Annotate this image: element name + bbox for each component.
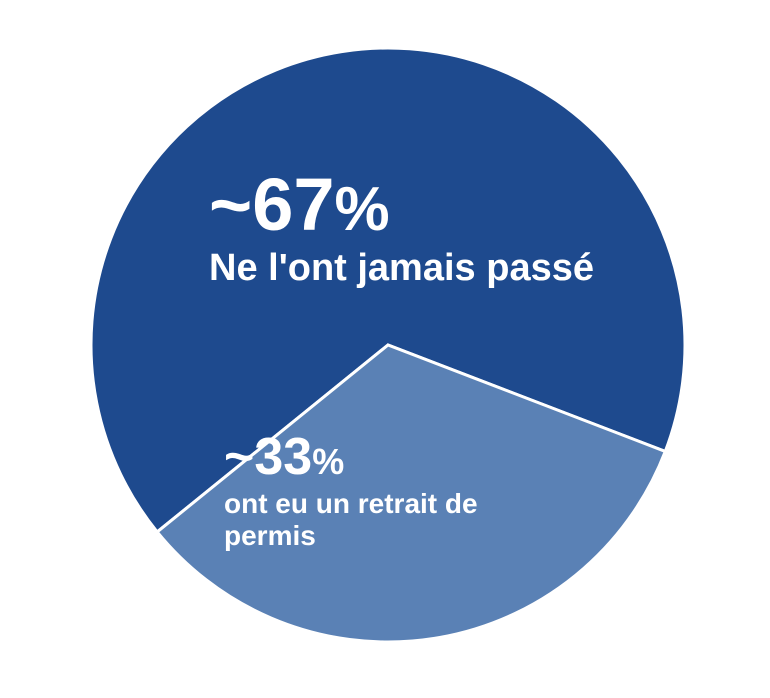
slice-percent: ~67%	[209, 162, 594, 247]
slice-percent-unit: %	[312, 441, 344, 482]
slice-percent: ~33%	[224, 428, 524, 488]
slice-percent-unit: %	[335, 175, 390, 244]
slice-description: Ne l'ont jamais passé	[209, 247, 594, 291]
pie-chart-stage: ~67% Ne l'ont jamais passé ~33% ont eu u…	[0, 0, 770, 698]
slice-percent-value: ~67	[209, 163, 335, 246]
slice-label-license-revoked: ~33% ont eu un retrait de permis	[224, 428, 524, 552]
pie-chart-svg	[0, 0, 770, 698]
slice-description: ont eu un retrait de permis	[224, 488, 524, 552]
slice-percent-value: ~33	[224, 428, 312, 486]
slice-label-never-passed: ~67% Ne l'ont jamais passé	[209, 162, 594, 291]
